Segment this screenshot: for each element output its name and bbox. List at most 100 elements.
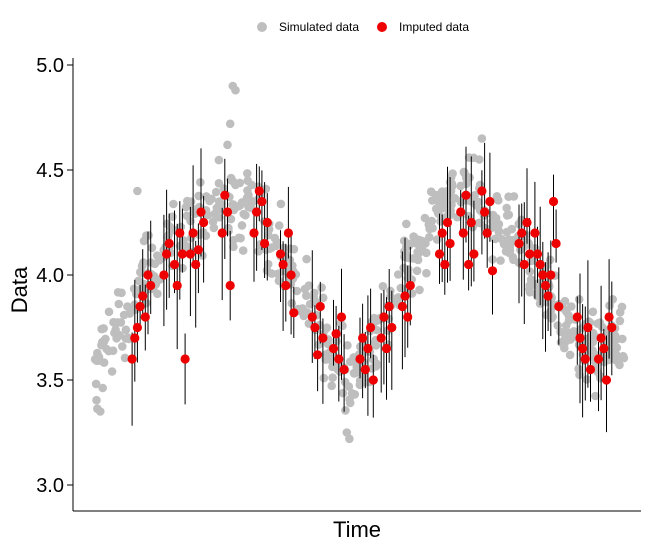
simulated-point — [402, 219, 411, 229]
simulated-point — [439, 201, 449, 211]
simulated-point — [196, 178, 205, 187]
imputed-point — [604, 312, 614, 322]
simulated-point — [226, 214, 236, 224]
simulated-point — [243, 169, 252, 178]
simulated-point — [564, 316, 574, 325]
imputed-point — [289, 308, 299, 318]
simulated-point — [341, 406, 350, 415]
simulated-point — [342, 428, 352, 437]
simulated-point — [99, 337, 109, 347]
simulated-point — [417, 240, 427, 249]
imputed-point — [580, 354, 590, 364]
legend-label-imputed: Imputed data — [399, 20, 469, 34]
simulated-point — [289, 244, 299, 254]
simulated-point — [117, 288, 126, 298]
y-tick-label: 3.5 — [36, 370, 64, 392]
imputed-point — [379, 312, 389, 322]
simulated-point — [211, 187, 221, 197]
simulated-point — [121, 325, 131, 335]
imputed-point — [434, 249, 445, 259]
simulated-point — [183, 196, 192, 206]
imputed-point — [217, 228, 227, 238]
simulated-point — [209, 223, 219, 233]
imputed-point — [143, 270, 153, 280]
simulated-point — [298, 306, 307, 315]
simulated-point — [618, 334, 627, 344]
imputed-point — [596, 333, 606, 343]
imputed-point — [331, 329, 341, 339]
simulated-point — [238, 246, 248, 255]
simulated-point — [431, 204, 441, 214]
simulated-point — [567, 302, 576, 311]
simulated-point — [244, 202, 253, 212]
simulated-point — [597, 322, 607, 332]
simulated-point — [617, 302, 627, 312]
simulated-point — [247, 180, 256, 190]
plot-area — [90, 81, 629, 444]
imputed-point — [480, 207, 490, 217]
simulated-point — [195, 229, 204, 239]
simulated-point — [104, 307, 114, 317]
imputed-point — [185, 249, 195, 259]
simulated-point — [591, 391, 600, 401]
simulated-point — [133, 186, 142, 196]
simulated-point — [456, 181, 465, 191]
simulated-point — [492, 192, 502, 201]
simulated-point — [494, 227, 504, 237]
simulated-point — [327, 381, 337, 391]
imputed-point — [358, 333, 368, 343]
imputed-point — [397, 301, 407, 312]
imputed-point — [381, 343, 392, 354]
imputed-point — [546, 270, 556, 280]
simulated-point — [412, 266, 422, 276]
simulated-point — [107, 367, 117, 376]
imputed-point — [575, 333, 585, 343]
simulated-point — [446, 187, 456, 196]
simulated-point — [588, 307, 598, 317]
imputed-point — [172, 280, 182, 291]
imputed-point — [334, 354, 344, 364]
simulated-point — [428, 223, 437, 233]
imputed-point — [313, 350, 323, 360]
simulated-point — [207, 194, 216, 204]
imputed-point — [193, 245, 203, 255]
simulated-point — [508, 252, 518, 262]
simulated-point — [350, 390, 360, 399]
simulated-point — [224, 223, 233, 233]
simulated-point — [305, 299, 315, 309]
imputed-point — [405, 280, 415, 291]
simulated-point — [129, 284, 139, 294]
simulated-point — [477, 134, 487, 143]
imputed-point — [522, 217, 532, 228]
y-tick-label: 5.0 — [36, 55, 64, 77]
imputed-points-layer — [127, 186, 617, 385]
simulated-point — [574, 364, 583, 374]
simulated-point — [318, 293, 328, 303]
simulated-point — [556, 338, 566, 347]
simulated-point — [214, 155, 224, 165]
simulated-point — [276, 199, 286, 209]
simulated-point — [92, 395, 101, 405]
imputed-point — [578, 343, 588, 354]
imputed-point — [532, 249, 543, 259]
imputed-point — [583, 322, 593, 333]
simulated-point — [302, 254, 311, 264]
simulated-point — [229, 235, 238, 245]
simulated-point — [179, 236, 188, 245]
imputed-point — [477, 186, 487, 196]
simulated-point — [317, 283, 326, 292]
imputed-point — [254, 186, 264, 196]
imputed-point — [519, 259, 529, 270]
imputed-point — [601, 375, 612, 385]
simulated-point — [562, 328, 571, 337]
imputed-point — [363, 343, 373, 354]
imputed-point — [466, 217, 476, 228]
imputed-point — [572, 312, 582, 322]
simulated-point — [509, 192, 519, 201]
simulated-point — [274, 276, 284, 286]
imputed-point — [442, 217, 453, 228]
imputed-point — [130, 333, 140, 343]
simulated-point — [345, 357, 355, 367]
simulated-point — [118, 342, 127, 351]
